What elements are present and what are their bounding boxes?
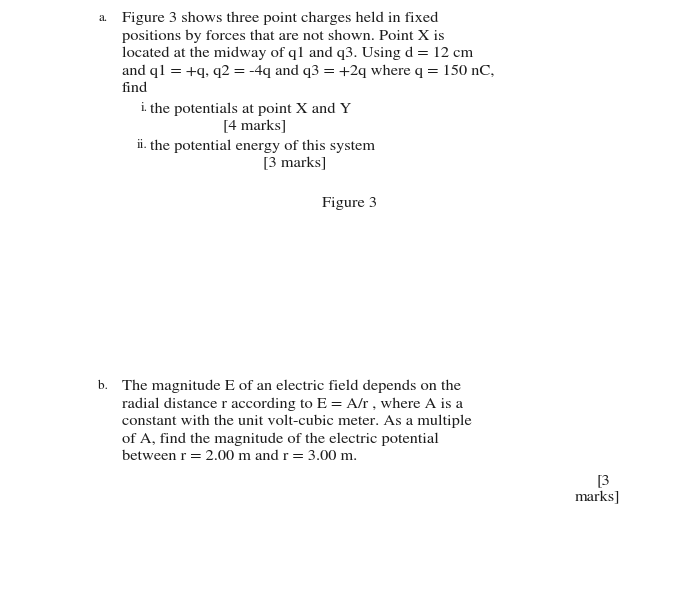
Text: [3 marks]: [3 marks] [263, 157, 327, 170]
Text: between r = 2.00 m and r = 3.00 m.: between r = 2.00 m and r = 3.00 m. [122, 450, 357, 463]
Text: marks]: marks] [575, 491, 620, 504]
Text: and q1 = +q, q2 = -4q and q3 = +2q where q = 150 nC,: and q1 = +q, q2 = -4q and q3 = +2q where… [122, 65, 494, 78]
Text: located at the midway of q1 and q3. Using d = 12 cm: located at the midway of q1 and q3. Usin… [122, 47, 473, 60]
Text: The magnitude E of an electric field depends on the: The magnitude E of an electric field dep… [122, 380, 461, 393]
Text: a.: a. [99, 12, 108, 24]
Text: constant with the unit volt-cubic meter. As a multiple: constant with the unit volt-cubic meter.… [122, 415, 472, 428]
Text: [3: [3 [596, 474, 610, 487]
Text: b.: b. [98, 380, 108, 392]
Text: ii.: ii. [137, 139, 148, 151]
Text: radial distance r according to E = A/r⁴, where A is a: radial distance r according to E = A/r⁴,… [122, 398, 463, 411]
Text: of A, find the magnitude of the electric potential: of A, find the magnitude of the electric… [122, 432, 439, 446]
Text: find: find [122, 82, 148, 95]
Text: the potential energy of this system: the potential energy of this system [150, 139, 375, 153]
Text: the potentials at point X and Y: the potentials at point X and Y [150, 102, 351, 116]
Text: [4 marks]: [4 marks] [223, 120, 287, 133]
Text: i.: i. [141, 102, 148, 114]
Text: Figure 3 shows three point charges held in fixed: Figure 3 shows three point charges held … [122, 12, 438, 25]
Text: Figure 3: Figure 3 [323, 197, 377, 210]
Text: positions by forces that are not shown. Point X is: positions by forces that are not shown. … [122, 29, 444, 43]
